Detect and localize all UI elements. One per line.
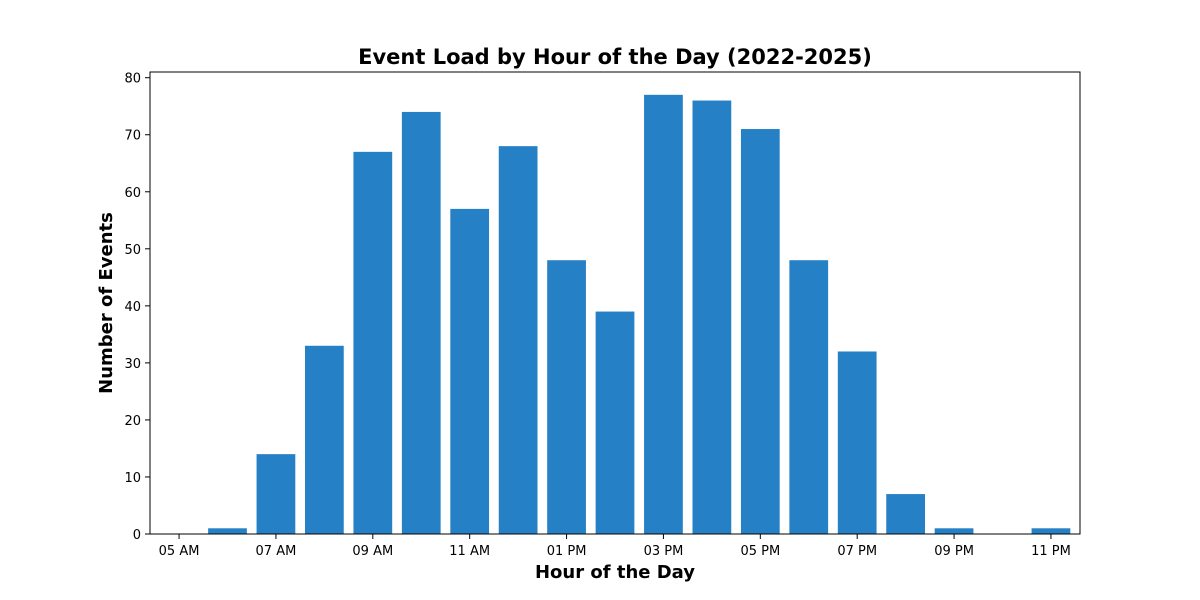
bar-hour-16 [692, 100, 732, 534]
y-tick-label: 40 [124, 300, 141, 315]
x-axis-label: Hour of the Day [535, 562, 695, 583]
x-tick-label: 11 AM [449, 544, 490, 559]
plot-frame [149, 71, 1081, 535]
bar-hour-17 [740, 129, 780, 534]
bar-hour-10 [401, 111, 441, 534]
x-tick-label: 07 PM [837, 544, 877, 559]
y-tick-label: 30 [124, 357, 141, 372]
bar-hour-23 [1031, 528, 1071, 534]
bar-hour-19 [837, 351, 877, 534]
x-tick-label: 01 PM [547, 544, 587, 559]
bars-group [208, 94, 1071, 535]
y-axis-label: Number of Events [96, 212, 117, 394]
y-tick-label: 80 [124, 72, 141, 87]
x-tick-label: 11 PM [1031, 544, 1071, 559]
y-tick-label: 20 [124, 414, 141, 429]
x-tick-label: 07 AM [256, 544, 297, 559]
bar-hour-20 [886, 494, 925, 534]
bar-hour-13 [547, 260, 586, 534]
bar-hour-14 [595, 311, 635, 534]
chart-title: Event Load by Hour of the Day (2022-2025… [358, 45, 872, 69]
bar-hour-6 [208, 528, 247, 534]
bar-hour-18 [789, 260, 829, 534]
x-tick-label: 05 AM [159, 544, 200, 559]
bar-hour-7 [256, 454, 296, 534]
bar-hour-11 [450, 208, 490, 534]
bar-hour-12 [498, 146, 538, 535]
y-axis-ticks: 0 10 20 30 40 50 60 70 80 [124, 72, 150, 543]
y-tick-label: 50 [124, 243, 141, 258]
y-tick-label: 10 [124, 471, 141, 486]
y-tick-label: 70 [124, 129, 141, 144]
x-tick-label: 05 PM [740, 544, 780, 559]
bar-hour-9 [353, 151, 393, 534]
y-tick-label: 60 [124, 186, 141, 201]
bar-hour-21 [934, 528, 974, 534]
y-tick-label: 0 [133, 528, 141, 543]
bar-hour-15 [644, 94, 683, 534]
x-tick-label: 03 PM [644, 544, 684, 559]
x-axis-ticks: 05 AM 07 AM 09 AM 11 AM 01 PM 03 PM 05 PM 07 PM… [159, 534, 1071, 559]
x-tick-label: 09 PM [934, 544, 974, 559]
bar-hour-8 [305, 345, 344, 534]
x-tick-label: 09 AM [352, 544, 393, 559]
